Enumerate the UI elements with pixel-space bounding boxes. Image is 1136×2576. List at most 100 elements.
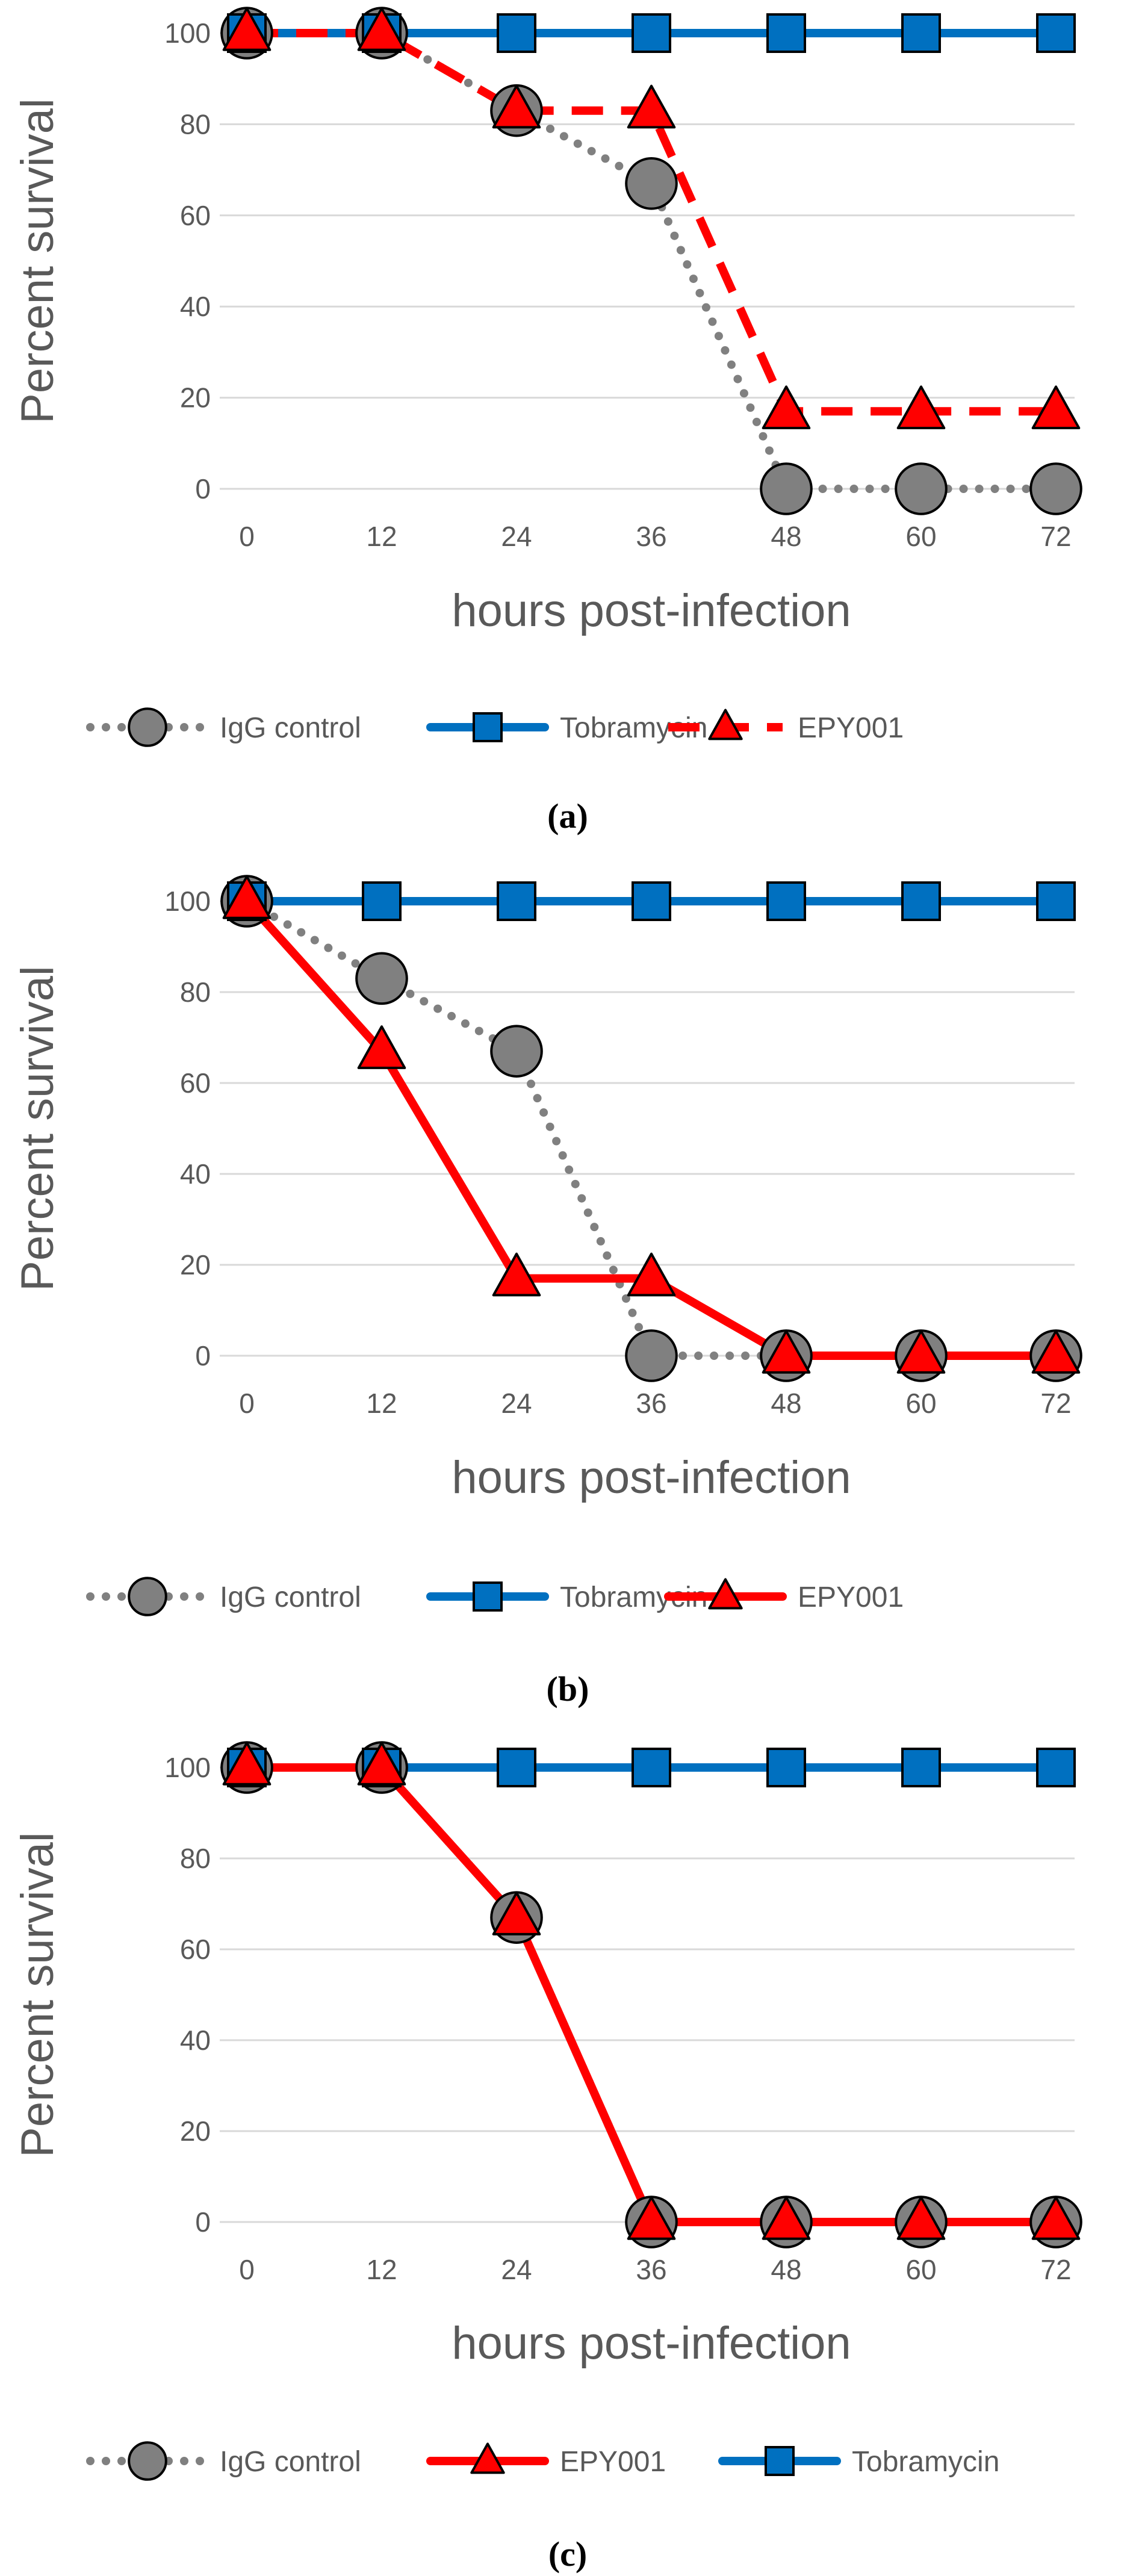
data-point-square — [766, 1748, 806, 1787]
y-tick-label: 80 — [180, 976, 211, 1008]
data-point-square — [632, 13, 671, 53]
data-point-square — [1036, 1748, 1076, 1787]
data-point-square — [497, 881, 536, 921]
data-point-triangle — [896, 2196, 946, 2240]
legend-marker — [473, 1581, 503, 1612]
y-tick-label: 60 — [180, 1934, 211, 1965]
data-point-square — [632, 1748, 671, 1787]
legend-item: IgG control — [86, 2441, 361, 2481]
data-point-triangle — [896, 1330, 946, 1374]
data-point-triangle — [492, 84, 541, 129]
data-point-triangle — [1031, 1330, 1081, 1374]
x-tick-label: 24 — [501, 2254, 532, 2285]
series-line-igg-control — [243, 1763, 1060, 2226]
series-markers-igg-control — [220, 875, 1082, 1382]
data-point-triangle — [762, 385, 811, 430]
y-tick-label: 80 — [180, 108, 211, 140]
legend-marker — [128, 2441, 167, 2481]
y-tick-label: 20 — [180, 1249, 211, 1280]
y-tick-label: 0 — [195, 2206, 211, 2238]
legend-marker — [765, 2446, 795, 2476]
data-point-triangle — [1031, 385, 1081, 430]
data-point-square — [1036, 13, 1076, 53]
legend-marker — [708, 709, 743, 740]
y-tick-label: 100 — [164, 886, 211, 917]
data-point-square — [766, 881, 806, 921]
x-tick-label: 24 — [501, 521, 532, 552]
data-point-circle — [1029, 462, 1082, 515]
data-point-circle — [760, 462, 813, 515]
y-tick-label: 60 — [180, 1067, 211, 1099]
data-point-triangle — [762, 2196, 811, 2240]
data-point-triangle — [357, 1025, 406, 1069]
data-point-triangle — [627, 2196, 676, 2240]
x-tick-label: 12 — [366, 2254, 397, 2285]
legend-marker — [128, 707, 167, 747]
x-tick-label: 24 — [501, 1388, 532, 1419]
x-tick-label: 48 — [771, 2254, 801, 2285]
x-tick-label: 48 — [771, 521, 801, 552]
x-tick-label: 36 — [636, 521, 666, 552]
data-point-square — [1036, 881, 1076, 921]
x-tick-label: 0 — [239, 521, 255, 552]
data-point-triangle — [357, 7, 406, 51]
x-tick-label: 72 — [1040, 2254, 1071, 2285]
data-point-triangle — [1031, 2196, 1081, 2240]
y-tick-label: 20 — [180, 382, 211, 414]
data-point-square — [497, 13, 536, 53]
data-point-triangle — [896, 385, 946, 430]
legend-label: Tobramycin — [852, 2446, 999, 2478]
data-point-circle — [895, 462, 948, 515]
y-axis-title: Percent survival — [12, 98, 63, 424]
legend-label: EPY001 — [560, 2446, 666, 2478]
y-axis-title: Percent survival — [12, 966, 63, 1291]
y-axis-title: Percent survival — [12, 1832, 63, 2158]
x-tick-label: 0 — [239, 1388, 255, 1419]
data-point-square — [632, 881, 671, 921]
data-point-circle — [625, 157, 678, 210]
data-point-square — [766, 13, 806, 53]
chart-panel-3: 0 20 40 60 80 100 0 12 24 36 48 60 72 Percent surviva… — [12, 1741, 1082, 2574]
legend-marker — [128, 1577, 167, 1616]
y-tick-label: 100 — [164, 17, 211, 49]
data-point-square — [901, 1748, 941, 1787]
y-tick-label: 80 — [180, 1843, 211, 1874]
data-point-circle — [625, 1329, 678, 1382]
series-markers-igg-control — [220, 7, 1082, 515]
y-tick-label: 40 — [180, 2025, 211, 2056]
x-tick-label: 60 — [905, 521, 936, 552]
y-tick-label: 0 — [195, 1340, 211, 1371]
x-tick-label: 36 — [636, 2254, 666, 2285]
data-point-square — [362, 881, 402, 921]
data-point-triangle — [627, 1252, 676, 1297]
y-tick-label: 100 — [164, 1752, 211, 1783]
series-markers-epy001 — [222, 1742, 1081, 2240]
y-tick-label: 40 — [180, 291, 211, 322]
panel-caption: (b) — [547, 1669, 589, 1709]
legend-marker — [708, 1578, 743, 1610]
x-axis-title: hours post-infection — [452, 585, 851, 636]
legend-label: IgG control — [220, 712, 361, 744]
legend-marker — [473, 712, 503, 742]
legend-item: IgG control — [86, 707, 361, 747]
data-point-triangle — [222, 875, 272, 919]
x-tick-label: 12 — [366, 1388, 397, 1419]
series-markers-epy001 — [222, 875, 1081, 1374]
chart-panel-1: 0 20 40 60 80 100 0 12 24 36 48 60 72 Percent surviva… — [12, 7, 1082, 836]
data-point-triangle — [627, 84, 676, 129]
x-tick-label: 48 — [771, 1388, 801, 1419]
y-tick-label: 60 — [180, 200, 211, 231]
legend-label: IgG control — [220, 2446, 361, 2478]
legend-item: Tobramycin — [426, 712, 707, 744]
legend-item: IgG control — [86, 1577, 361, 1616]
data-point-triangle — [492, 1252, 541, 1297]
y-tick-label: 20 — [180, 2115, 211, 2147]
x-tick-label: 36 — [636, 1388, 666, 1419]
x-tick-label: 12 — [366, 521, 397, 552]
y-tick-label: 0 — [195, 473, 211, 504]
legend-item: EPY001 — [664, 1578, 904, 1613]
legend-item: Tobramycin — [718, 2446, 999, 2478]
series-line-epy001 — [243, 1763, 1060, 2226]
x-tick-label: 60 — [905, 2254, 936, 2285]
data-point-square — [497, 1748, 536, 1787]
